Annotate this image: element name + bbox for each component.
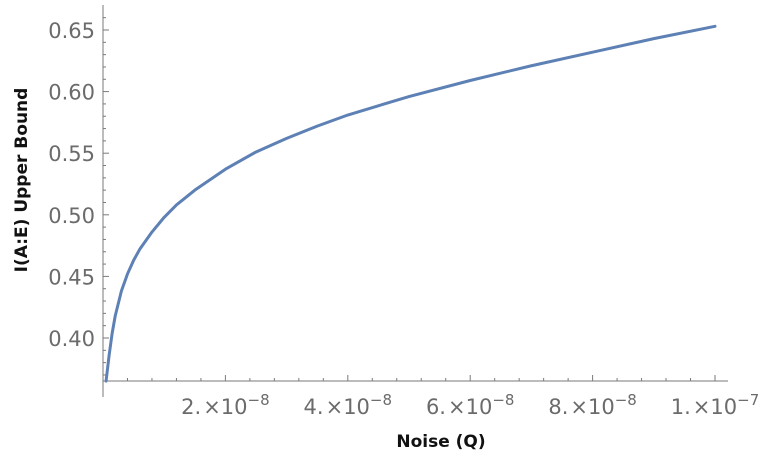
y-axis-title: I(A:E) Upper Bound	[12, 88, 32, 273]
x-tick-label: 4.×10−8	[304, 391, 393, 419]
y-tick-labels: 0.40 0.45 0.50 0.55 0.60 0.65	[48, 19, 95, 351]
x-tick-label: 1.×10−7	[671, 391, 760, 419]
x-tick-label: 6.×10−8	[426, 391, 515, 419]
series-line	[104, 24, 717, 383]
y-major-ticks	[103, 29, 109, 339]
y-tick-label: 0.45	[48, 265, 95, 289]
y-tick-label: 0.55	[48, 142, 95, 166]
y-tick-label: 0.50	[48, 204, 95, 228]
y-tick-label: 0.65	[48, 19, 95, 43]
x-axis-title: Noise (Q)	[396, 432, 485, 452]
series-group	[104, 24, 717, 383]
y-tick-label: 0.40	[48, 327, 95, 351]
x-major-ticks	[224, 375, 716, 381]
x-tick-label: 8.×10−8	[548, 391, 637, 419]
x-tick-labels: 2.×10−8 4.×10−8 6.×10−8 8.×10−8 1.×10−7	[181, 391, 759, 419]
x-tick-label: 2.×10−8	[181, 391, 270, 419]
x-minor-ticks	[126, 378, 692, 381]
y-tick-label: 0.60	[48, 81, 95, 105]
